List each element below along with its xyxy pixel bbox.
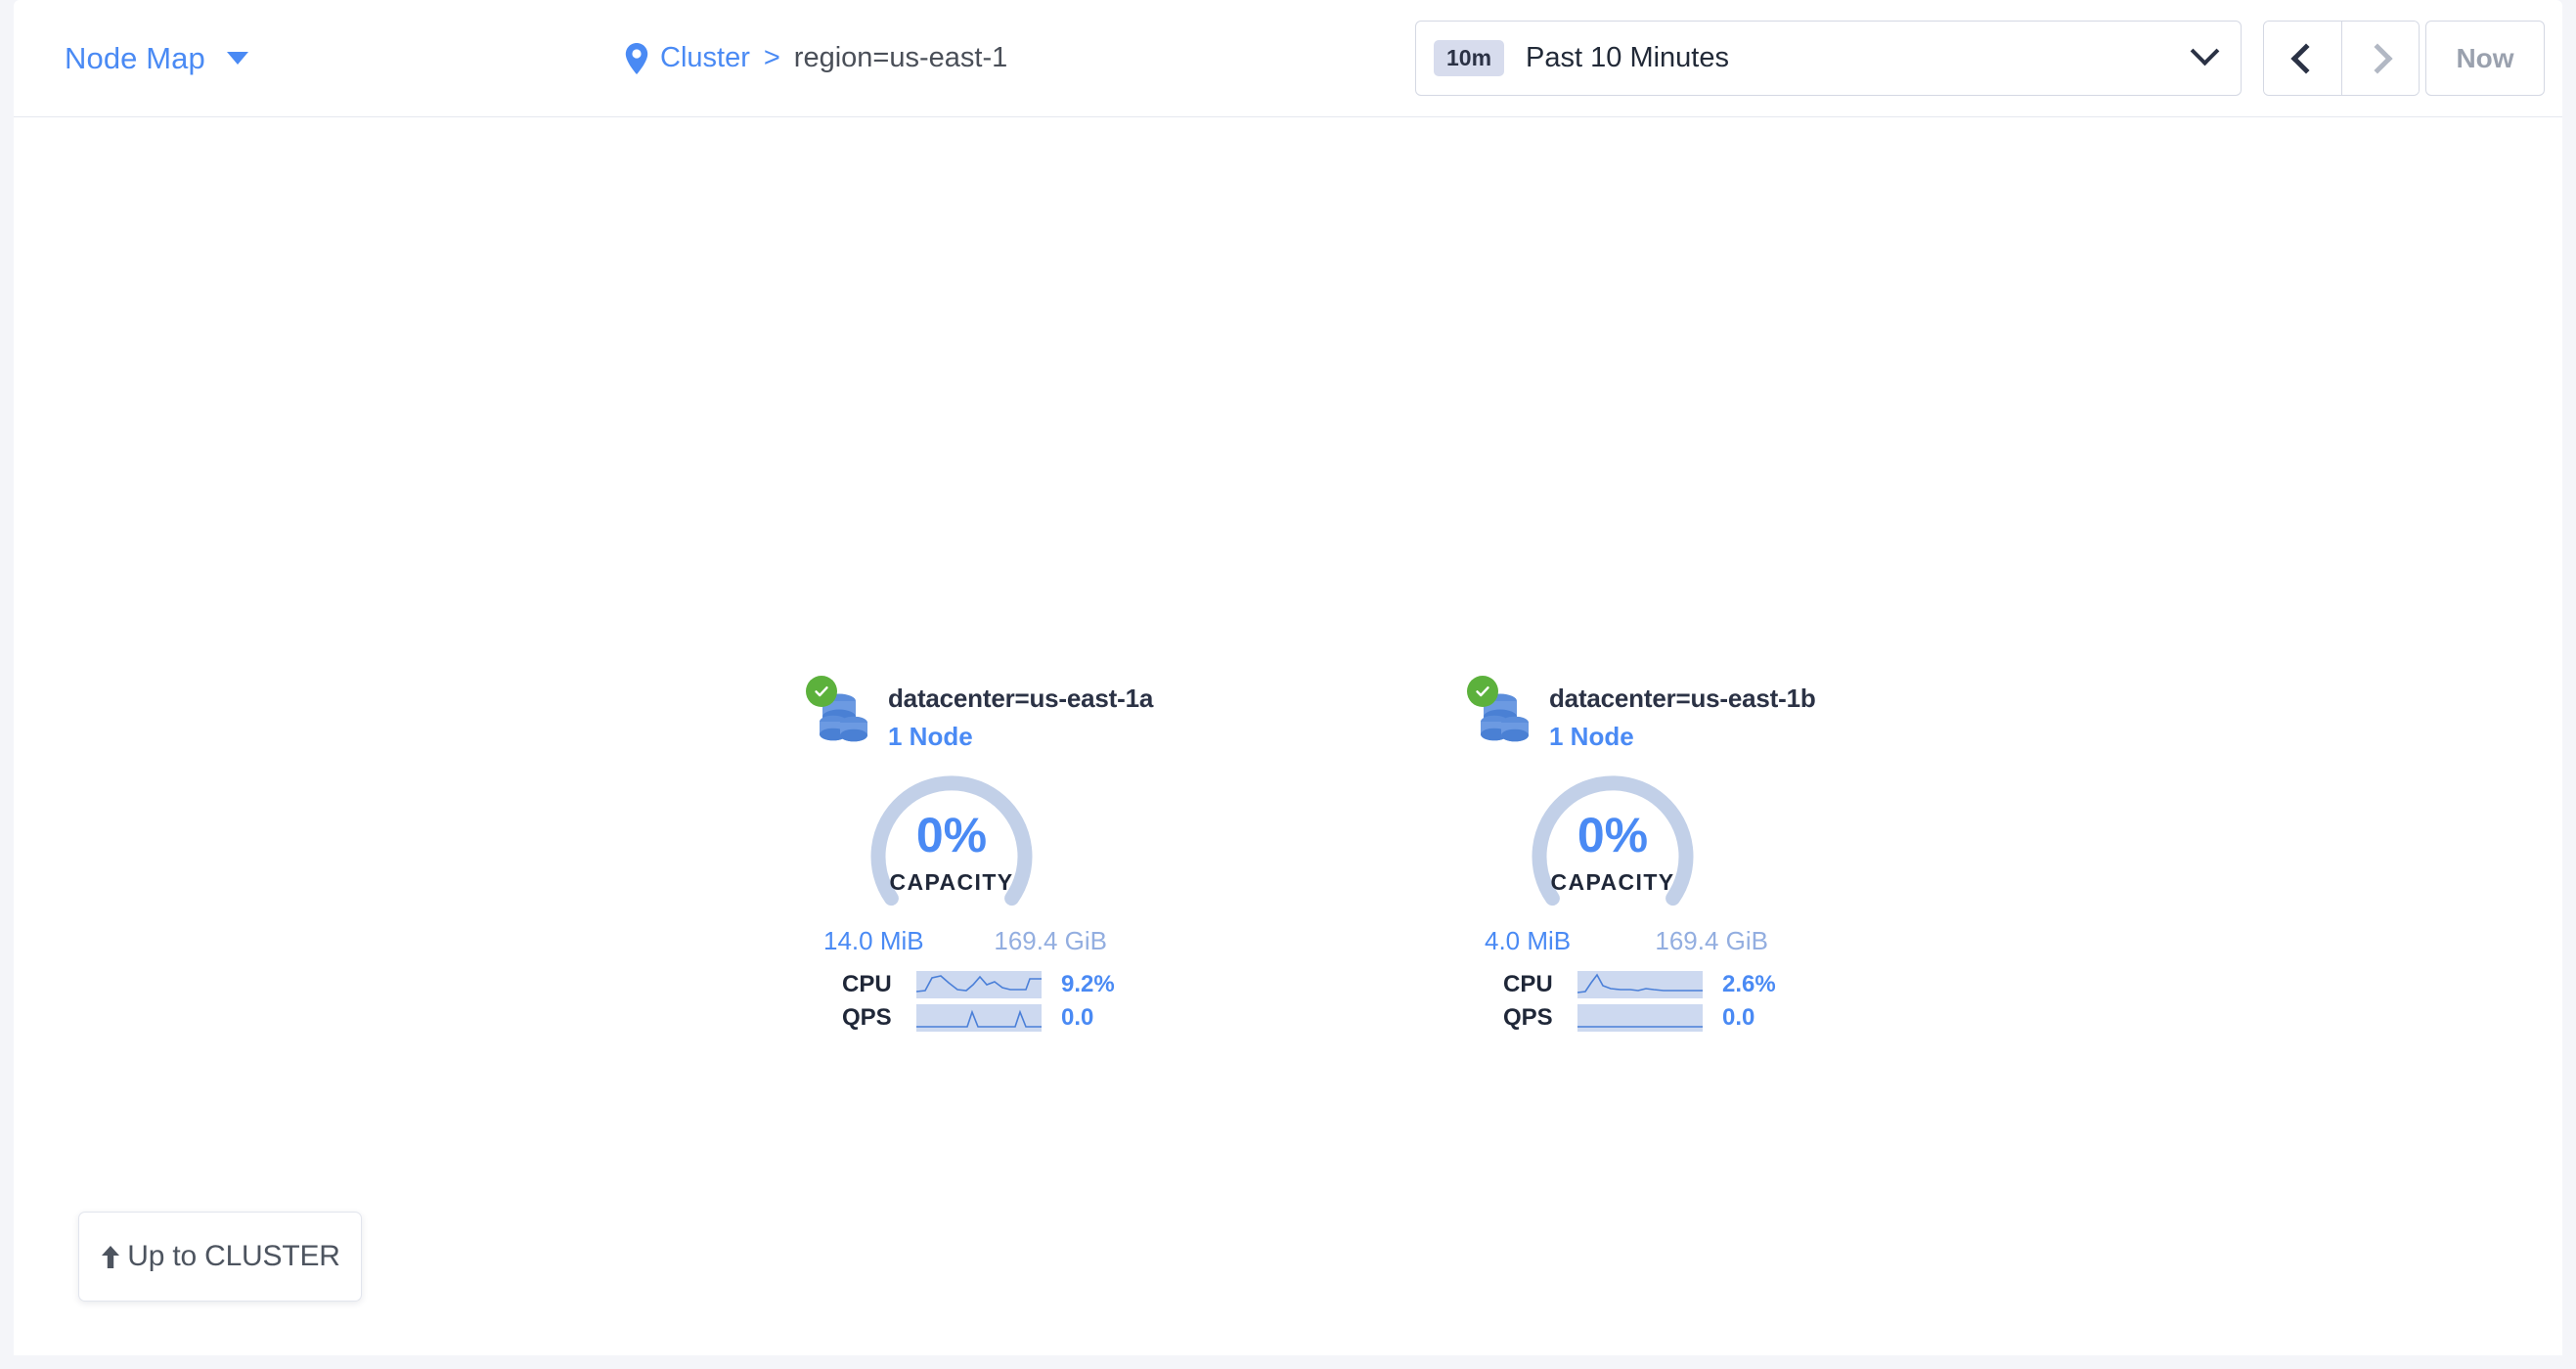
view-selector[interactable]: Node Map xyxy=(65,41,248,76)
metrics-list: CPU 2.6% QPS 0.0 xyxy=(1503,968,1889,1035)
metric-label: CPU xyxy=(842,971,892,997)
time-prev-button[interactable] xyxy=(2264,22,2341,95)
qps-sparkline xyxy=(1577,1004,1703,1032)
metric-label: QPS xyxy=(1503,1004,1553,1031)
capacity-gauge: 0% CAPACITY xyxy=(848,770,1055,918)
datacenter-node-count[interactable]: 1 Node xyxy=(888,722,973,751)
chevron-down-icon xyxy=(226,52,248,65)
datacenter-node-count[interactable]: 1 Node xyxy=(1549,722,1634,751)
time-range-picker[interactable]: 10m Past 10 Minutes xyxy=(1415,21,2242,96)
cpu-sparkline xyxy=(916,971,1042,998)
time-nav-group xyxy=(2263,21,2420,96)
capacity-gauge-center: 0% CAPACITY xyxy=(1509,811,1716,896)
database-stack-icon xyxy=(806,676,870,752)
metric-label: CPU xyxy=(1503,971,1553,997)
check-circle-icon xyxy=(1467,676,1498,707)
chevron-left-icon xyxy=(2289,42,2322,74)
node-map-canvas: datacenter=us-east-1a 1 Node 0% CAPACITY… xyxy=(14,117,2562,1354)
metric-row: QPS 0.0 xyxy=(842,1001,1228,1035)
capacity-used: 14.0 MiB xyxy=(823,926,924,955)
chevron-down-icon xyxy=(2190,36,2220,66)
datacenter-card-header: datacenter=us-east-1b 1 Node xyxy=(1467,676,1889,752)
now-button[interactable]: Now xyxy=(2425,21,2545,96)
datacenter-card-header: datacenter=us-east-1a 1 Node xyxy=(806,676,1228,752)
metric-label: QPS xyxy=(842,1004,892,1031)
datacenter-card[interactable]: datacenter=us-east-1b 1 Node 0% CAPACITY… xyxy=(1467,676,1889,1035)
breadcrumb-separator: > xyxy=(763,42,780,73)
capacity-gauge: 0% CAPACITY xyxy=(1509,770,1716,918)
database-stack-icon xyxy=(1467,676,1532,752)
toolbar: Node Map Cluster > region=us-east-1 10m … xyxy=(14,0,2562,117)
capacity-used: 4.0 MiB xyxy=(1485,926,1572,955)
datacenter-name: datacenter=us-east-1b xyxy=(1549,684,1816,713)
capacity-values: 14.0 MiB 169.4 GiB xyxy=(823,926,1107,956)
view-selector-label: Node Map xyxy=(65,40,205,75)
qps-sparkline xyxy=(916,1004,1042,1032)
check-circle-icon xyxy=(806,676,837,707)
page-panel: Node Map Cluster > region=us-east-1 10m … xyxy=(14,0,2562,1355)
metric-row: CPU 2.6% xyxy=(1503,968,1889,1001)
metric-value: 0.0 xyxy=(1061,1004,1094,1031)
time-range-value: Past 10 Minutes xyxy=(1526,42,1729,73)
metric-value: 0.0 xyxy=(1722,1004,1755,1031)
capacity-gauge-center: 0% CAPACITY xyxy=(848,811,1055,896)
up-to-cluster-button[interactable]: Up to CLUSTER xyxy=(78,1212,362,1302)
time-next-button[interactable] xyxy=(2341,22,2419,95)
up-to-cluster-label: Up to CLUSTER xyxy=(127,1240,340,1272)
datacenter-name: datacenter=us-east-1a xyxy=(888,684,1154,713)
metric-row: CPU 9.2% xyxy=(842,968,1228,1001)
arrow-up-icon xyxy=(102,1246,120,1268)
datacenter-card[interactable]: datacenter=us-east-1a 1 Node 0% CAPACITY… xyxy=(806,676,1228,1035)
breadcrumb-current: region=us-east-1 xyxy=(793,42,1008,73)
capacity-total: 169.4 GiB xyxy=(1655,926,1768,955)
capacity-percent: 0% xyxy=(915,808,988,862)
time-range-badge: 10m xyxy=(1434,40,1505,76)
capacity-label: CAPACITY xyxy=(1550,869,1675,895)
metric-row: QPS 0.0 xyxy=(1503,1001,1889,1035)
cpu-sparkline xyxy=(1577,971,1703,998)
chevron-right-icon xyxy=(2362,42,2393,74)
breadcrumb: Cluster > region=us-east-1 xyxy=(625,42,1007,74)
breadcrumb-cluster-link[interactable]: Cluster xyxy=(660,42,750,73)
capacity-label: CAPACITY xyxy=(889,869,1014,895)
capacity-percent: 0% xyxy=(1577,808,1649,862)
datacenter-card-titles: datacenter=us-east-1b 1 Node xyxy=(1549,680,1816,752)
metrics-list: CPU 9.2% QPS 0.0 xyxy=(842,968,1228,1035)
metric-value: 2.6% xyxy=(1722,971,1776,997)
capacity-total: 169.4 GiB xyxy=(994,926,1107,955)
capacity-values: 4.0 MiB 169.4 GiB xyxy=(1485,926,1768,956)
datacenter-card-titles: datacenter=us-east-1a 1 Node xyxy=(888,680,1153,752)
location-pin-icon xyxy=(625,42,648,74)
metric-value: 9.2% xyxy=(1061,971,1115,997)
